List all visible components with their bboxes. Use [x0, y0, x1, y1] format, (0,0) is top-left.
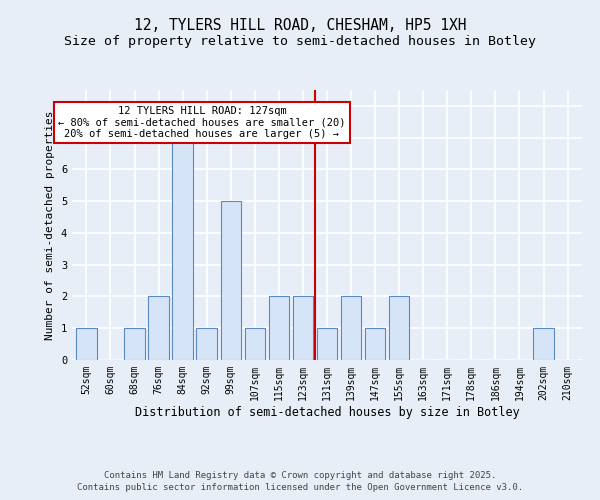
Bar	[221, 201, 241, 360]
Bar	[533, 328, 554, 360]
Bar	[341, 296, 361, 360]
Text: Size of property relative to semi-detached houses in Botley: Size of property relative to semi-detach…	[64, 35, 536, 48]
Y-axis label: Number of semi-detached properties: Number of semi-detached properties	[46, 110, 55, 340]
Bar	[196, 328, 217, 360]
Bar	[293, 296, 313, 360]
Bar	[245, 328, 265, 360]
Text: 12 TYLERS HILL ROAD: 127sqm
← 80% of semi-detached houses are smaller (20)
20% o: 12 TYLERS HILL ROAD: 127sqm ← 80% of sem…	[58, 106, 346, 139]
Text: Contains HM Land Registry data © Crown copyright and database right 2025.
Contai: Contains HM Land Registry data © Crown c…	[77, 471, 523, 492]
Bar	[389, 296, 409, 360]
X-axis label: Distribution of semi-detached houses by size in Botley: Distribution of semi-detached houses by …	[134, 406, 520, 418]
Text: 12, TYLERS HILL ROAD, CHESHAM, HP5 1XH: 12, TYLERS HILL ROAD, CHESHAM, HP5 1XH	[134, 18, 466, 32]
Bar	[148, 296, 169, 360]
Bar	[317, 328, 337, 360]
Bar	[269, 296, 289, 360]
Bar	[172, 138, 193, 360]
Bar	[124, 328, 145, 360]
Bar	[76, 328, 97, 360]
Bar	[365, 328, 385, 360]
